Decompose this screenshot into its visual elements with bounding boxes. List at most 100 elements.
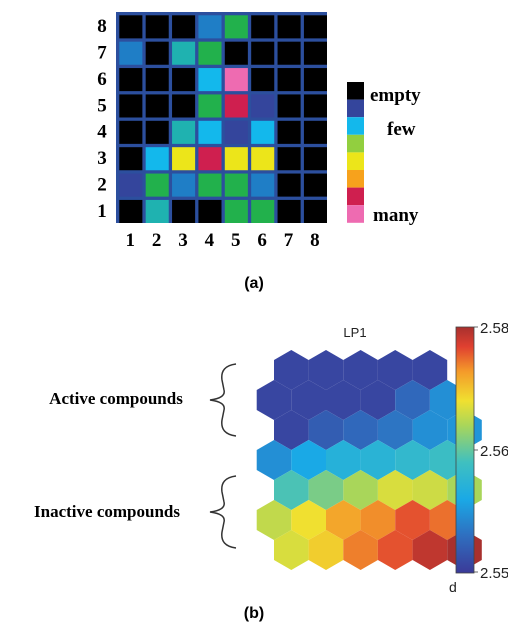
hex-cell (377, 350, 413, 390)
hex-cell (360, 500, 396, 540)
grid-cell (277, 68, 301, 92)
hex-cell (326, 500, 361, 540)
legend-swatch (347, 99, 364, 118)
grid-cell (145, 94, 169, 118)
density-legend: empty few many (347, 82, 421, 226)
hex-cell (395, 440, 430, 480)
legend-swatch (347, 117, 364, 135)
colorbar-label-max: 2.58 (480, 320, 508, 337)
grid-cell (224, 41, 248, 65)
hex-cell (395, 500, 430, 540)
hex-cell (308, 470, 344, 510)
legend-swatch (347, 152, 364, 170)
grid-cell (172, 147, 196, 171)
active-brace (209, 363, 237, 437)
legend-swatches (347, 82, 364, 223)
grid-cell (303, 199, 327, 223)
grid-cell (303, 120, 327, 144)
hex-cell (308, 350, 344, 390)
hex-cell (377, 470, 413, 510)
grid-cell (145, 173, 169, 197)
grid-cell (145, 41, 169, 65)
row-label: 8 (97, 16, 107, 37)
hex-cell (343, 530, 378, 570)
hex-map (256, 350, 482, 570)
grid-cell (172, 120, 196, 144)
grid-cell (277, 15, 301, 39)
grid-cell (303, 147, 327, 171)
hex-cell (343, 410, 378, 450)
row-label: 2 (97, 174, 107, 195)
legend-label-few: few (387, 119, 416, 140)
hex-cell (343, 470, 378, 510)
legend-swatch (347, 134, 364, 153)
hex-cell (308, 410, 344, 450)
grid-cell (251, 68, 275, 92)
grid-cell (119, 15, 143, 39)
row-label: 4 (97, 122, 107, 143)
grid-cell (277, 173, 301, 197)
grid-cell (119, 199, 143, 223)
grid-cell (277, 94, 301, 118)
grid-cell (224, 120, 248, 144)
col-label: 1 (125, 230, 135, 251)
col-label: 3 (178, 230, 188, 251)
grid-cell (119, 41, 143, 65)
hex-cell (412, 350, 448, 390)
row-label: 3 (97, 148, 107, 169)
legend-swatch (347, 205, 364, 223)
grid-cell (145, 147, 169, 171)
hex-cell (360, 380, 396, 420)
grid-cell (251, 15, 275, 39)
legend-label-empty: empty (370, 85, 421, 106)
map-title: LP1 (343, 325, 366, 340)
grid-cell (277, 199, 301, 223)
hex-cell (308, 530, 344, 570)
grid-cell (198, 199, 222, 223)
hex-cell (360, 440, 396, 480)
grid-cell (198, 68, 222, 92)
grid-cell (303, 173, 327, 197)
row-label: 1 (97, 201, 107, 222)
hex-cell (412, 530, 448, 570)
colorbar-unit-label: d (449, 579, 457, 595)
panel-b-label: (b) (244, 605, 264, 622)
grid-cell (119, 147, 143, 171)
grid-cell (198, 15, 222, 39)
hex-cell (274, 350, 309, 390)
hex-cell (412, 410, 448, 450)
hex-cell (291, 500, 326, 540)
col-label: 5 (231, 230, 241, 251)
grid-cell (251, 173, 275, 197)
grid-cell (119, 173, 143, 197)
hex-cell (291, 380, 326, 420)
grid-cell (224, 68, 248, 92)
grid-cell (119, 120, 143, 144)
hex-cell (274, 530, 309, 570)
panel-b: LP1 Active compounds Inactive compounds (34, 320, 508, 622)
row-label: 6 (97, 69, 107, 90)
legend-label-many: many (373, 205, 419, 226)
hex-cell (377, 410, 413, 450)
grid-cell (198, 41, 222, 65)
inactive-brace (209, 475, 237, 549)
grid-cell (145, 120, 169, 144)
grid-cell (224, 173, 248, 197)
legend-swatch (347, 82, 364, 100)
hex-cell (256, 440, 292, 480)
grid-cell (251, 147, 275, 171)
grid-cell (172, 199, 196, 223)
panel-a-label: (a) (244, 275, 264, 292)
hex-cell (274, 410, 309, 450)
grid-cell (224, 147, 248, 171)
grid-cell (303, 41, 327, 65)
grid-cell (277, 120, 301, 144)
grid-cell (277, 147, 301, 171)
col-label: 4 (205, 230, 215, 251)
grid-cell (172, 41, 196, 65)
hex-cell (412, 470, 448, 510)
col-label: 7 (284, 230, 294, 251)
grid-cell (172, 94, 196, 118)
